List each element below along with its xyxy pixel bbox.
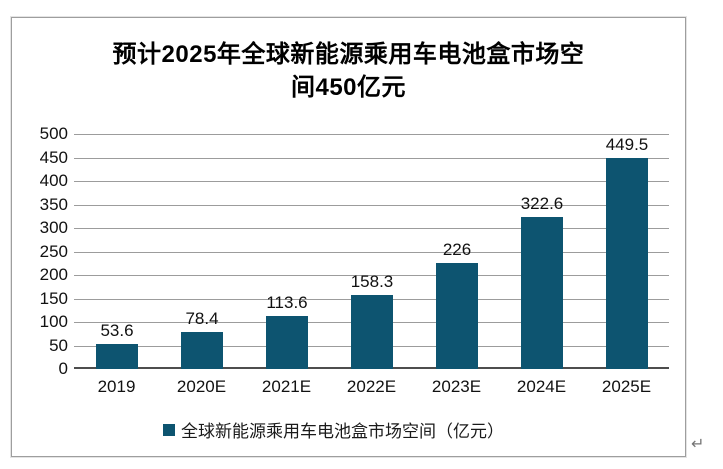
bar <box>436 263 478 369</box>
y-tick-label: 350 <box>39 195 68 214</box>
value-label: 322.6 <box>520 194 564 213</box>
legend: 全球新能源乘用车电池盒市场空间（亿元） <box>12 417 655 442</box>
x-tick-label: 2020E <box>176 377 227 396</box>
plot-area: 53.6 78.4 113.6 158.3 226 322.6 449.5 <box>74 134 669 369</box>
bar <box>96 344 138 369</box>
bar <box>351 295 393 369</box>
bar <box>606 158 648 369</box>
y-tick-label: 450 <box>39 148 68 167</box>
gridline <box>74 275 669 276</box>
y-tick-label: 0 <box>58 359 68 378</box>
x-tick-label: 2024E <box>516 377 567 396</box>
gridline <box>74 228 669 229</box>
y-tick-label: 100 <box>39 312 68 331</box>
chart-title: 预计2025年全球新能源乘用车电池盒市场空 间450亿元 <box>12 38 685 104</box>
value-label: 449.5 <box>605 135 649 154</box>
x-tick-label: 2023E <box>431 377 482 396</box>
gridline <box>74 252 669 253</box>
value-label: 226 <box>442 240 472 259</box>
x-tick-label: 2019 <box>97 377 136 396</box>
x-tick-label: 2025E <box>601 377 652 396</box>
gridline <box>74 158 669 159</box>
value-label: 158.3 <box>350 272 394 291</box>
y-tick-label: 400 <box>39 171 68 190</box>
value-label: 78.4 <box>185 309 219 328</box>
value-label: 113.6 <box>266 293 308 312</box>
legend-swatch <box>163 423 175 436</box>
y-axis: 0 50 100 150 200 250 300 350 400 450 500 <box>12 125 68 378</box>
paragraph-return-icon: ↵ <box>691 436 705 453</box>
y-tick-label: 200 <box>39 265 68 284</box>
legend-label: 全球新能源乘用车电池盒市场空间（亿元） <box>181 422 504 441</box>
bar <box>266 316 308 369</box>
chart-title-line-1: 预计2025年全球新能源乘用车电池盒市场空 <box>112 41 585 68</box>
gridline <box>74 205 669 206</box>
y-tick-label: 500 <box>39 124 68 143</box>
bar <box>521 217 563 369</box>
y-tick-label: 300 <box>39 218 68 237</box>
gridline <box>74 134 669 135</box>
chart-box: 预计2025年全球新能源乘用车电池盒市场空 间450亿元 0 50 100 150 20… <box>10 16 687 458</box>
bar <box>181 332 223 369</box>
y-tick-label: 250 <box>39 242 68 261</box>
y-tick-label: 150 <box>39 289 68 308</box>
gridline <box>74 181 669 182</box>
x-tick-label: 2021E <box>261 377 312 396</box>
value-label: 53.6 <box>100 321 134 340</box>
x-axis: 2019 2020E 2021E 2022E 2023E 2024E 2025E <box>74 377 669 399</box>
x-tick-label: 2022E <box>346 377 397 396</box>
chart-title-line-2: 间450亿元 <box>290 74 407 101</box>
y-tick-label: 50 <box>49 336 68 355</box>
